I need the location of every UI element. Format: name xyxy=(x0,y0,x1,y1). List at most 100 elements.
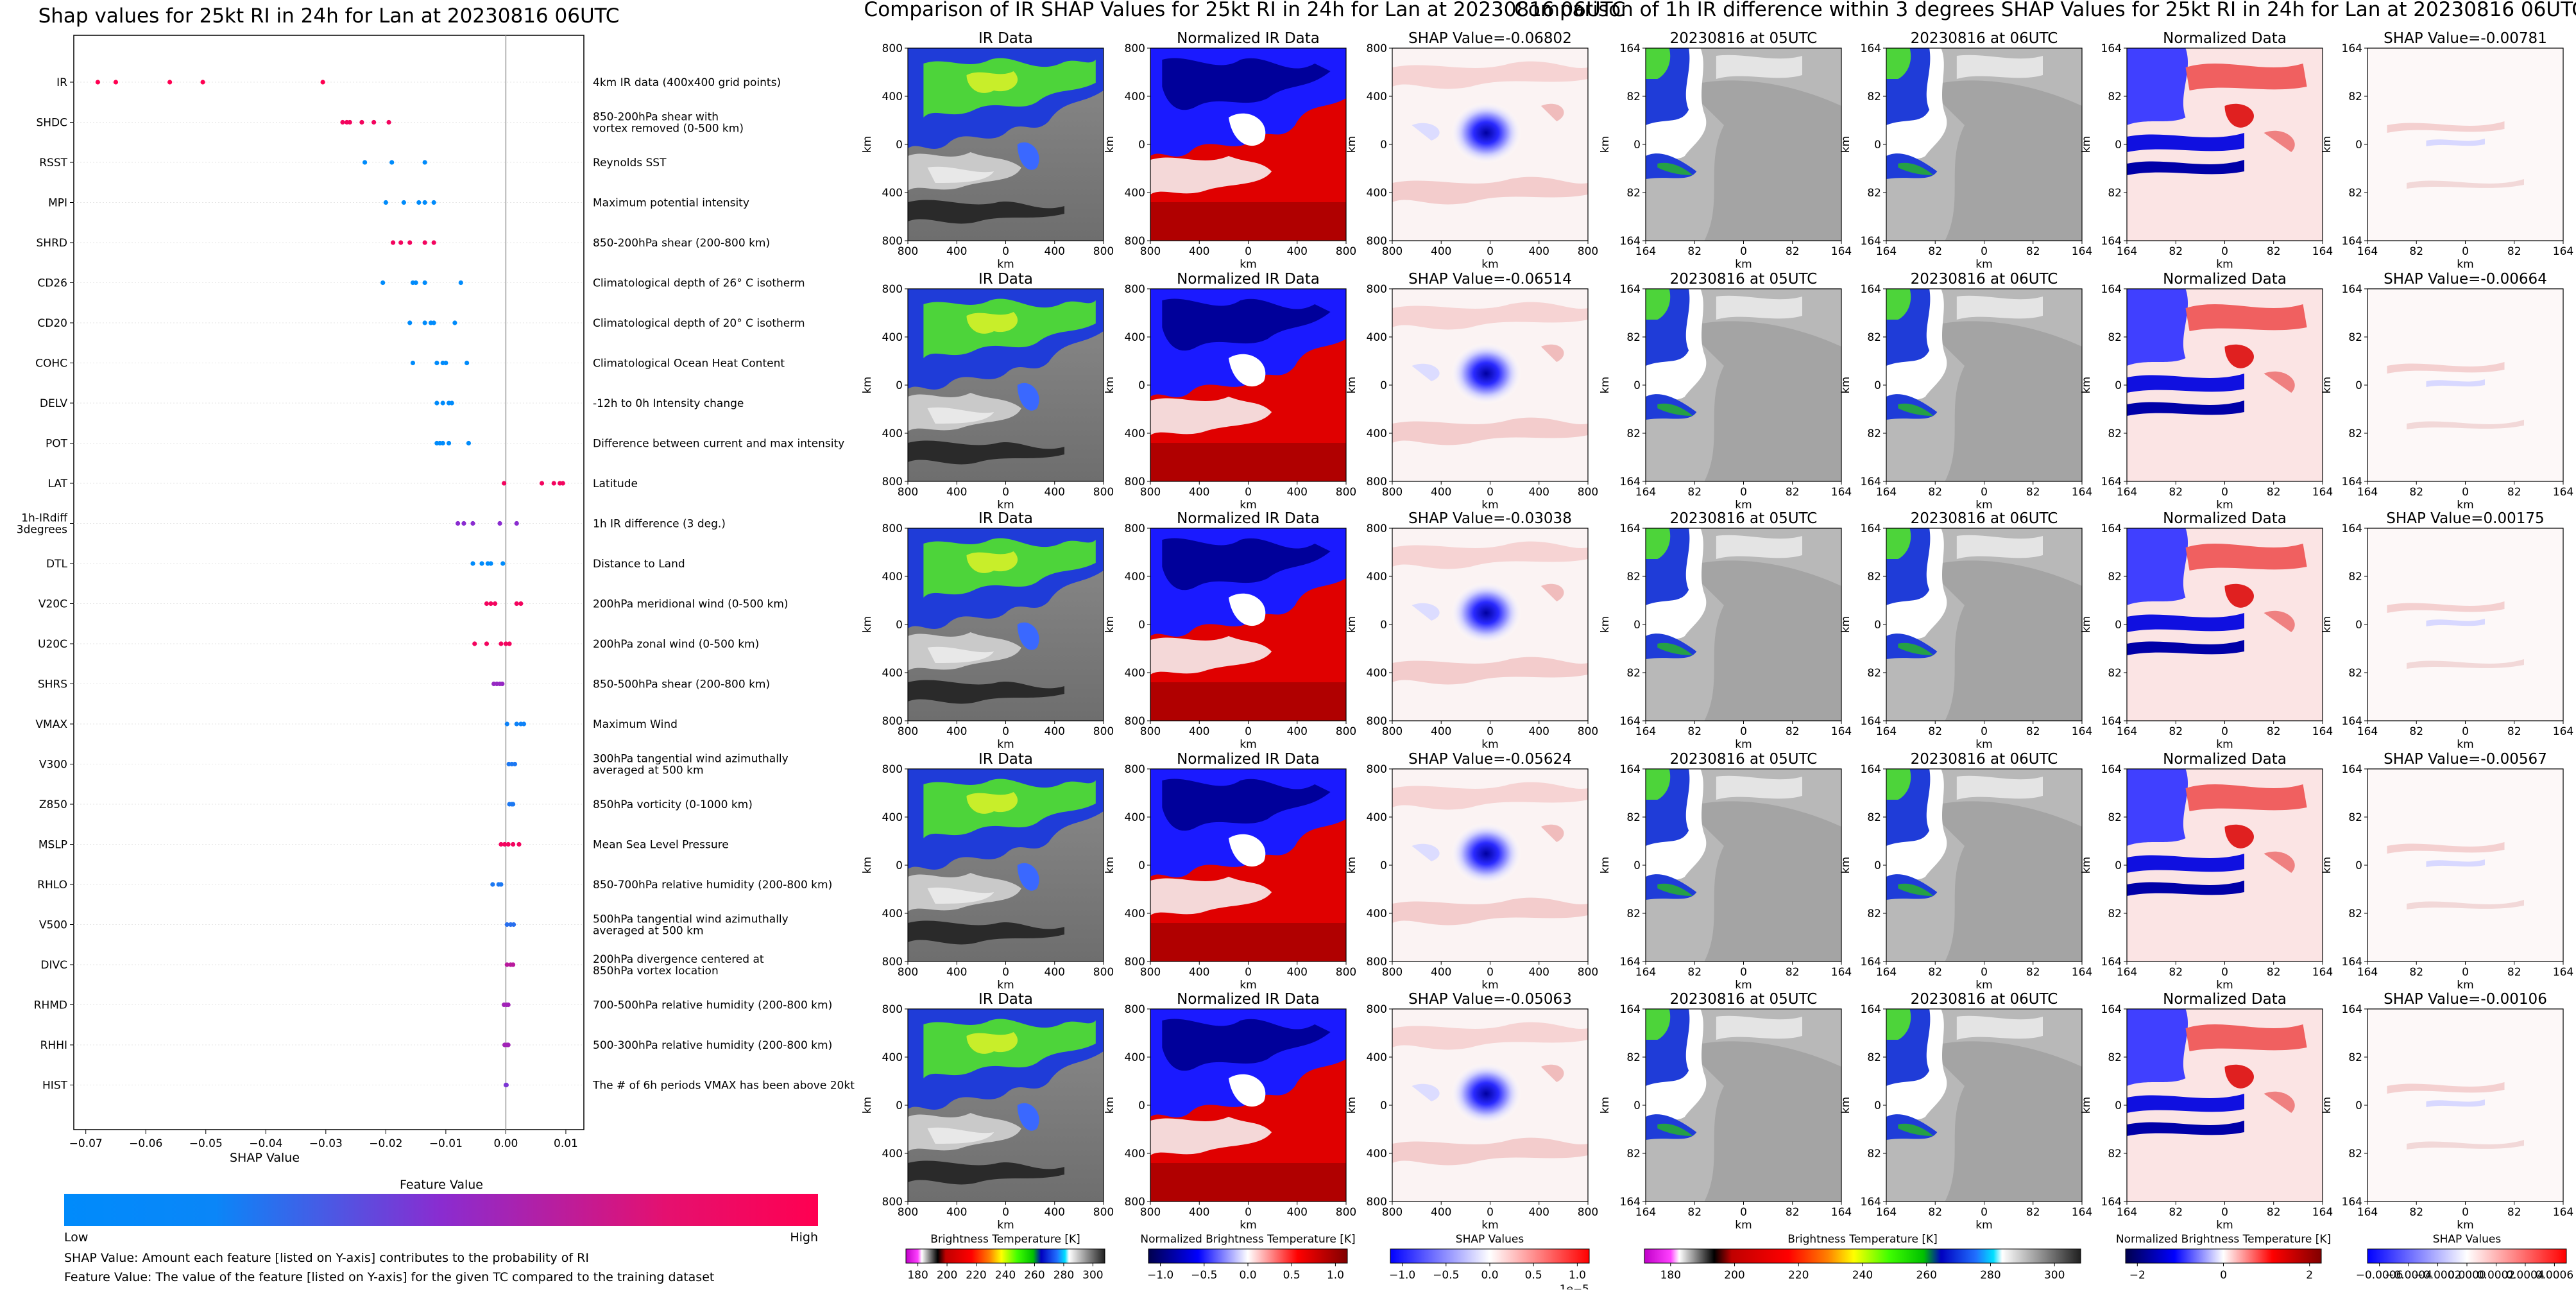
feature-name: V20C xyxy=(38,598,67,611)
panel-title: SHAP Value=0.00175 xyxy=(2386,510,2544,527)
x-tick-label: 400 xyxy=(946,966,967,979)
y-axis-label: km xyxy=(1599,136,1612,153)
x-tick-label: 400 xyxy=(1431,1206,1451,1219)
x-tick-label: 800 xyxy=(1336,245,1356,258)
x-tick-label: −0.03 xyxy=(309,1137,343,1150)
x-tick-label: 82 xyxy=(1928,245,1942,258)
y-tick-label: 164 xyxy=(2342,1003,2362,1016)
x-tick-label: 800 xyxy=(1140,245,1161,258)
image-panel xyxy=(908,289,1104,481)
shap-plot-title: Shap values for 25kt RI in 24h for Lan a… xyxy=(38,4,620,28)
y-axis-label: km xyxy=(2321,136,2333,153)
colorbar-tick-label: 300 xyxy=(2044,1269,2065,1282)
x-tick-label: 164 xyxy=(1831,245,1852,258)
x-tick-label: 0.00 xyxy=(493,1137,518,1150)
x-tick-label: 82 xyxy=(2026,245,2040,258)
x-tick-label: 0 xyxy=(1245,725,1252,738)
x-tick-label: 0 xyxy=(1245,245,1252,258)
y-tick-label: 800 xyxy=(1125,763,1145,776)
x-tick-label: 800 xyxy=(1382,1206,1403,1219)
shap-point xyxy=(413,280,418,286)
x-tick-label: 800 xyxy=(1578,966,1598,979)
y-tick-label: 400 xyxy=(1367,90,1387,103)
y-tick-label: 400 xyxy=(1367,1051,1387,1064)
x-tick-label: 164 xyxy=(2072,725,2092,738)
y-tick-label: 800 xyxy=(1367,476,1387,488)
y-tick-label: 0 xyxy=(1874,619,1881,632)
x-tick-label: 164 xyxy=(2312,966,2333,979)
x-axis-label: km xyxy=(1240,258,1256,271)
colorbar-tick-label: 180 xyxy=(1660,1269,1681,1282)
x-tick-label: −0.06 xyxy=(129,1137,162,1150)
panel-title: SHAP Value=-0.03038 xyxy=(1408,510,1572,527)
y-tick-label: 164 xyxy=(2101,235,2122,248)
y-axis-label: km xyxy=(1599,1097,1612,1114)
x-tick-label: 800 xyxy=(1382,725,1403,738)
x-tick-label: 164 xyxy=(1876,725,1897,738)
x-tick-label: 164 xyxy=(2117,725,2137,738)
y-axis-label: km xyxy=(2080,377,2093,393)
x-tick-label: 0 xyxy=(1002,245,1009,258)
y-tick-label: 82 xyxy=(2108,187,2122,200)
y-tick-label: 164 xyxy=(2101,763,2122,776)
y-tick-label: 82 xyxy=(2108,571,2122,583)
shap-point xyxy=(380,280,386,286)
shap-point xyxy=(434,401,439,406)
y-tick-label: 0 xyxy=(1874,139,1881,151)
y-tick-label: 0 xyxy=(1874,379,1881,392)
panel-title: 20230816 at 06UTC xyxy=(1911,991,2058,1008)
shap-point xyxy=(499,841,504,847)
x-tick-label: 400 xyxy=(1529,725,1549,738)
x-tick-label: 82 xyxy=(1928,486,1942,499)
y-tick-label: 82 xyxy=(2348,187,2362,200)
shap-point xyxy=(470,521,475,526)
shap-point xyxy=(422,240,427,245)
shap-point xyxy=(410,360,416,366)
shap-point xyxy=(452,320,457,325)
x-axis-label: km xyxy=(997,258,1014,271)
x-axis-label: km xyxy=(1481,738,1498,751)
feature-desc: -12h to 0h Intensity change xyxy=(593,397,744,410)
x-tick-label: 164 xyxy=(2117,245,2137,258)
y-axis-label: km xyxy=(1839,1097,1852,1114)
y-tick-label: 400 xyxy=(1367,427,1387,440)
x-tick-label: 400 xyxy=(946,725,967,738)
panel-title: 20230816 at 06UTC xyxy=(1911,510,2058,527)
y-tick-label: 800 xyxy=(882,283,903,296)
feature-name: U20C xyxy=(38,638,67,651)
shap-point xyxy=(389,160,395,165)
x-tick-label: 0 xyxy=(1245,1206,1252,1219)
colorbar-label: Normalized Brightness Temperature [K] xyxy=(2116,1233,2331,1246)
y-tick-label: 800 xyxy=(1367,235,1387,248)
x-axis-label: km xyxy=(2216,499,2233,512)
y-tick-label: 800 xyxy=(882,476,903,488)
x-axis-label: SHAP Value xyxy=(230,1151,300,1165)
x-tick-label: 400 xyxy=(1529,486,1549,499)
x-tick-label: 0 xyxy=(1487,1206,1494,1219)
shap-point xyxy=(511,802,516,807)
ir-diff-shap-panel: 20230816 at 05UTC1641648282008282164164k… xyxy=(1514,0,2576,1282)
x-tick-label: 82 xyxy=(2026,1206,2040,1219)
x-axis-label: km xyxy=(1735,979,1752,992)
y-tick-label: 400 xyxy=(882,908,903,920)
y-tick-label: 800 xyxy=(882,235,903,248)
feature-name: HIST xyxy=(42,1080,68,1092)
image-panel xyxy=(1646,769,1841,961)
x-axis-label: km xyxy=(2457,738,2473,751)
y-tick-label: 82 xyxy=(2348,1051,2362,1064)
colorbar-label: SHAP Values xyxy=(1456,1233,1524,1246)
x-tick-label: 0 xyxy=(2462,486,2469,499)
y-tick-label: 82 xyxy=(2348,571,2362,583)
y-tick-label: 164 xyxy=(1620,235,1641,248)
shap-point xyxy=(504,721,509,727)
x-tick-label: 0 xyxy=(2221,245,2228,258)
x-tick-label: 82 xyxy=(1687,245,1702,258)
y-tick-label: 400 xyxy=(1125,90,1145,103)
feature-name: LAT xyxy=(47,478,67,490)
x-tick-label: 164 xyxy=(2312,725,2333,738)
y-tick-label: 164 xyxy=(2342,283,2362,296)
y-tick-label: 400 xyxy=(1125,1148,1145,1160)
x-tick-label: 800 xyxy=(898,486,918,499)
y-tick-label: 82 xyxy=(2108,90,2122,103)
